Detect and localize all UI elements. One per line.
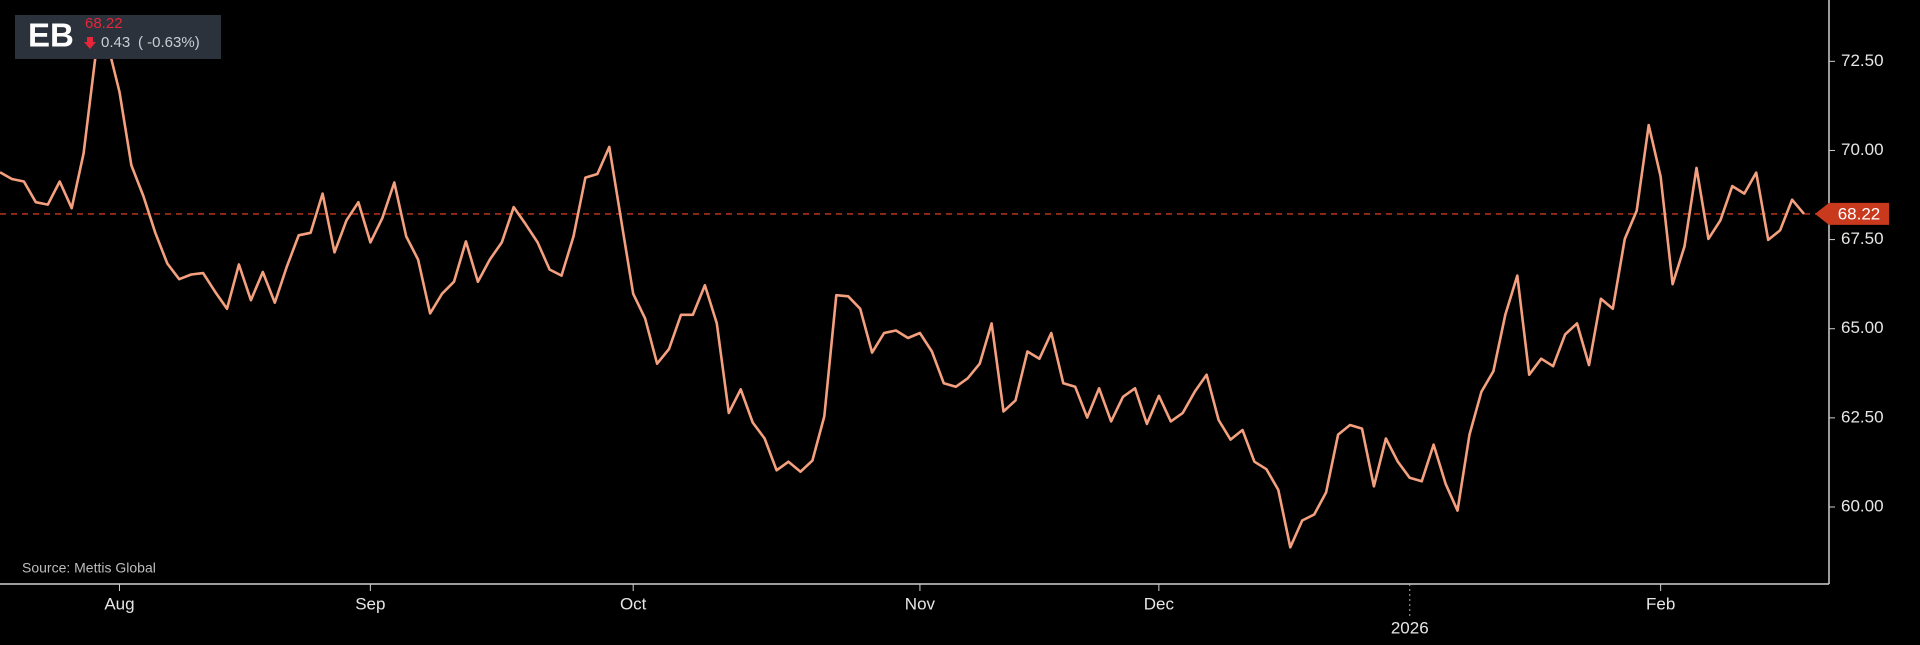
x-tick-label: Nov [905, 594, 936, 613]
y-tick-label: 65.00 [1841, 318, 1884, 337]
price: 68.22 [85, 15, 123, 32]
y-tick-label: 70.00 [1841, 140, 1884, 159]
header-box [15, 15, 221, 59]
x-tick-label: Dec [1144, 594, 1175, 613]
x-tick-label-year: 2026 [1391, 618, 1429, 637]
y-tick-label: 62.50 [1841, 407, 1884, 426]
plot-area: 60.00 62.50 65.00 67.50 70.00 72.50 Aug Sep Oct N… [0, 0, 1889, 637]
change-percent: ( -0.63%) [138, 34, 200, 51]
change: 0.43 [101, 34, 130, 51]
y-tick-label: 72.50 [1841, 51, 1884, 70]
source: Source: Mettis Global [22, 560, 156, 576]
y-tick-label: 60.00 [1841, 496, 1884, 515]
down-arrow [84, 37, 96, 49]
x-tick-label: Sep [355, 594, 385, 613]
last-value-tag [1815, 202, 1889, 225]
x-tick-label: Aug [104, 594, 134, 613]
x-tick-label: Oct [620, 594, 647, 613]
price-line [0, 42, 1805, 549]
ticker: EB [28, 17, 74, 54]
last-value-label: 68.22 [1838, 204, 1881, 223]
x-tick-label: Feb [1646, 594, 1675, 613]
y-tick-label: 67.50 [1841, 229, 1884, 248]
